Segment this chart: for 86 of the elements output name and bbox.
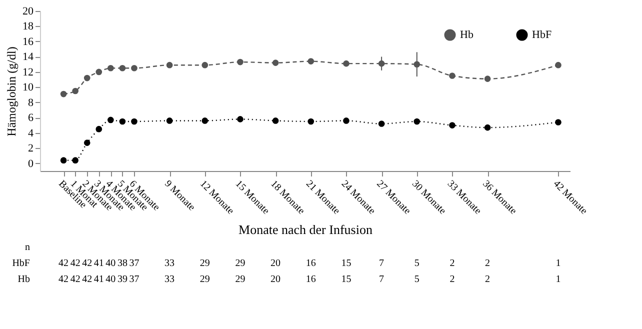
y-axis-title: Hämoglobin (g/dl) [4,46,18,136]
point [72,88,78,94]
point [555,119,562,126]
y-tick-label: 6 [28,112,34,124]
text: 29 [235,258,246,269]
y-tick-label: 4 [28,127,34,140]
point [119,118,126,125]
text: 38 [117,258,128,269]
point [166,62,173,68]
text: 1 [556,274,561,285]
point [166,118,173,124]
point [96,126,102,132]
text: Hb [18,274,30,285]
y-tick-label: 16 [22,36,34,48]
text: 15 [341,258,352,269]
text: 29 [235,274,246,285]
point [202,62,208,68]
text: 2 [450,258,455,269]
y-tick-label: 14 [22,51,34,64]
text: 33 [164,274,175,285]
y-tick-label: 10 [22,82,34,94]
point [237,116,244,122]
legend-label: Hb [460,29,474,41]
text: 42 [70,274,80,285]
point [272,118,279,124]
point [60,90,67,98]
text: 2 [450,274,455,285]
text: 29 [200,274,210,285]
point [108,64,114,72]
y-tick-label: 20 [22,6,34,18]
text: 5 [414,258,420,269]
point [131,64,138,72]
text: 42 [58,274,69,285]
text: 1 [556,258,561,269]
text: 15 [341,274,352,285]
x-axis-title: Monate nach der Infusion [238,222,373,238]
y-tick-label: 18 [22,20,34,33]
point [308,118,314,125]
legend-label: HbF [532,29,552,41]
point [449,122,456,128]
text: 40 [106,274,116,285]
point [449,72,456,79]
text: 5 [414,274,420,285]
text: 20 [270,258,281,269]
point [84,74,90,82]
point [131,118,138,125]
text: 20 [270,274,281,285]
text: 33 [164,258,175,269]
point [555,62,562,68]
point [96,68,102,76]
text: 2 [485,274,490,285]
point [60,157,67,164]
point [84,140,90,146]
text: 7 [379,258,384,269]
text: 16 [306,258,316,269]
y-tick-label: 0 [28,158,34,170]
text: HbF [12,258,30,269]
point [308,58,314,64]
y-tick-label: 12 [22,66,34,78]
text: 2 [485,258,490,269]
text: 42 [58,258,69,269]
text: 42 [82,274,92,285]
text: 37 [129,274,140,285]
text: 16 [306,274,316,285]
point [108,116,114,124]
text: 39 [117,274,128,285]
text: 7 [379,274,384,285]
point [484,124,491,131]
text: 37 [129,258,140,269]
point [484,76,491,82]
point [72,157,78,164]
point [378,120,385,127]
text: n [25,242,30,253]
text: 40 [106,258,116,269]
y-tick-label: 8 [28,96,34,109]
point [237,58,244,66]
point [343,118,350,124]
text: 42 [70,258,80,269]
text: 42 [82,258,92,269]
text: 41 [94,274,104,285]
text: 41 [94,258,104,269]
point [202,118,208,124]
y-tick-label: 2 [28,142,34,155]
point [119,64,126,72]
point [272,60,279,66]
text: 29 [200,258,210,269]
